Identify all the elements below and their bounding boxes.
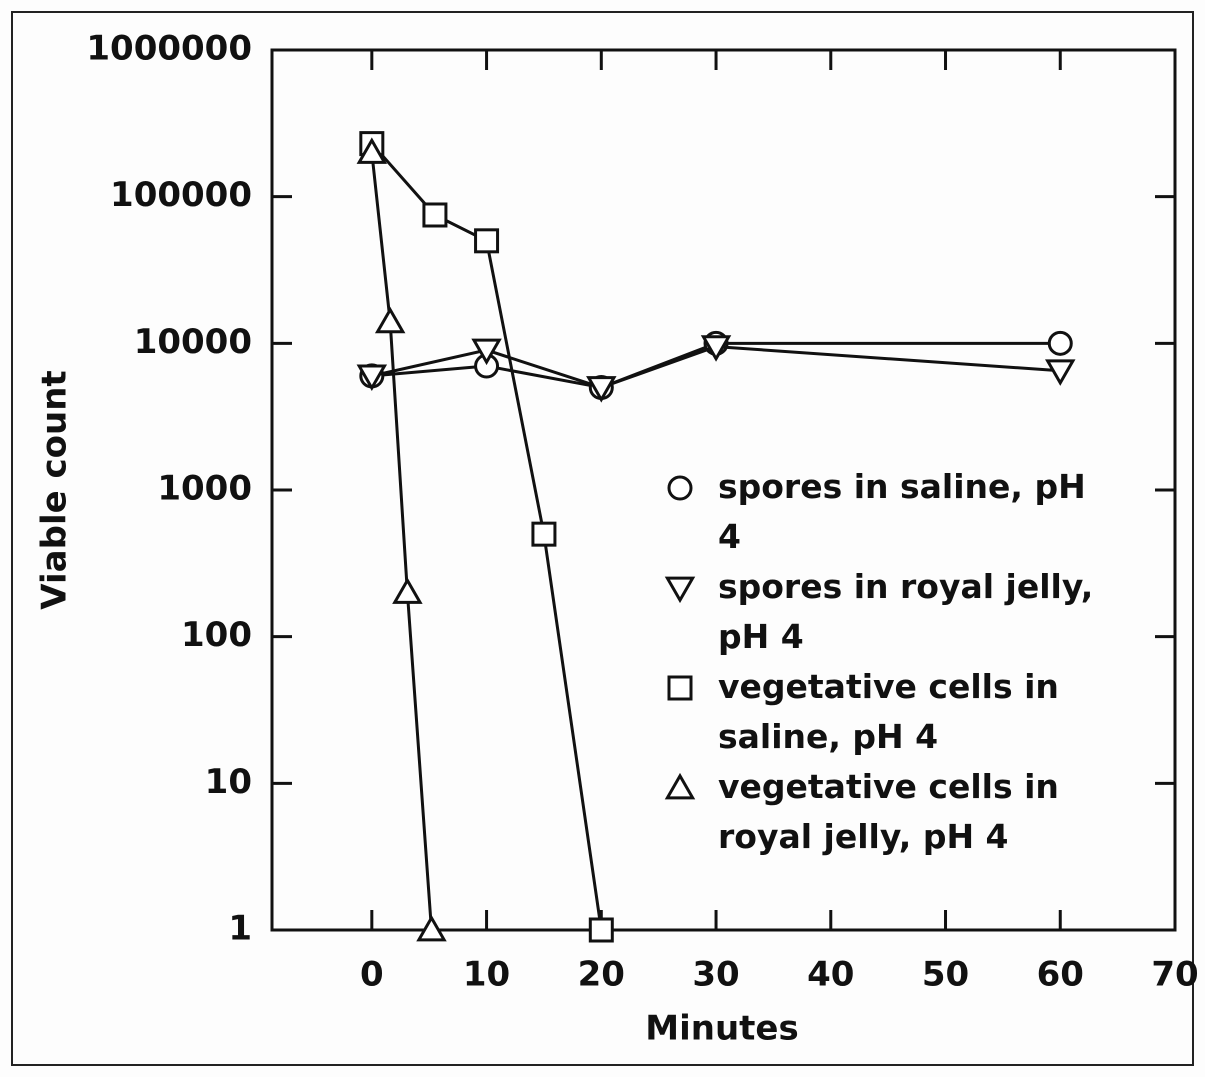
- x-tick-label: 50: [922, 955, 969, 995]
- x-tick-label: 60: [1037, 955, 1084, 995]
- x-tick-label: 30: [692, 955, 739, 995]
- y-tick-label: 100000: [110, 175, 252, 215]
- marker: [1045, 359, 1076, 386]
- marker: [586, 376, 617, 403]
- legend-label: spores in royal jelly, pH 4: [718, 567, 1094, 656]
- legend-label: vegetative cells in royal jelly, pH 4: [718, 767, 1059, 856]
- marker: [1047, 330, 1073, 356]
- marker: [700, 335, 732, 362]
- x-tick-label: 10: [463, 955, 510, 995]
- legend-label: vegetative cells in saline, pH 4: [718, 667, 1059, 756]
- marker: [474, 228, 500, 254]
- marker: [531, 521, 557, 547]
- marker: [588, 917, 614, 943]
- legend-icon: [667, 475, 693, 501]
- frame: [11, 11, 1194, 1066]
- marker: [667, 475, 693, 501]
- legend-label: spores in saline, pH 4: [718, 467, 1086, 556]
- marker: [374, 306, 406, 334]
- marker: [664, 576, 696, 604]
- y-tick-label: 1000000: [86, 29, 252, 69]
- x-axis-label: Minutes: [645, 1009, 798, 1049]
- legend-entry: spores in saline, pH 4: [660, 462, 1110, 562]
- x-tick-label: 0: [360, 955, 384, 995]
- marker: [416, 914, 447, 942]
- marker: [471, 338, 502, 366]
- legend-icon: [664, 576, 696, 604]
- legend-entry: spores in royal jelly, pH 4: [660, 562, 1110, 662]
- y-axis-label: Viable count: [35, 370, 75, 609]
- marker: [356, 364, 388, 391]
- marker: [392, 577, 423, 604]
- x-tick-label: 40: [807, 955, 854, 995]
- legend: spores in saline, pH 4 spores in royal je…: [660, 462, 1110, 862]
- legend-entry: vegetative cells in saline, pH 4: [660, 662, 1110, 762]
- series-line: [370, 142, 603, 931]
- marker: [422, 202, 448, 228]
- marker: [664, 772, 696, 800]
- y-tick-label: 100: [181, 615, 252, 655]
- y-tick-label: 1000: [157, 469, 252, 509]
- series-line: [370, 152, 433, 931]
- x-tick-label: 70: [1151, 955, 1198, 995]
- x-tick-label: 20: [578, 955, 625, 995]
- legend-icon: [667, 675, 693, 701]
- legend-entry: vegetative cells in royal jelly, pH 4: [660, 762, 1110, 862]
- marker: [667, 675, 693, 701]
- y-tick-label: 10000: [134, 322, 252, 362]
- y-tick-label: 10: [205, 762, 252, 802]
- marker: [356, 137, 388, 164]
- y-tick-label: 1: [228, 909, 252, 949]
- legend-icon: [664, 772, 696, 800]
